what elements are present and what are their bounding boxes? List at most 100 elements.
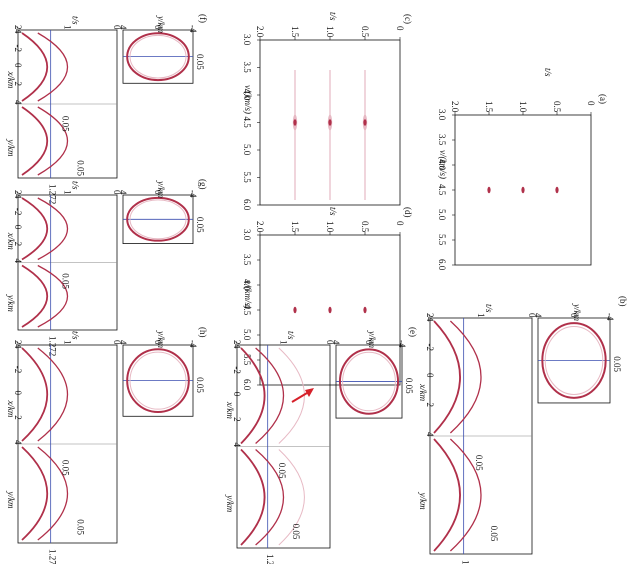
scale-1272-label: 1.272: [48, 184, 58, 204]
v-tick-label: 5.0: [242, 329, 252, 341]
gather-t-tick: 1: [63, 190, 73, 195]
gather-x-tick: 0: [13, 63, 23, 68]
hyperbola-event-2: [37, 106, 68, 176]
v-tick-label: 6.0: [437, 259, 447, 271]
scale-label: 0.05: [489, 526, 499, 542]
hyperbola-faint: [278, 347, 305, 444]
gather-y-tick: -4: [605, 313, 615, 321]
scale-label: 0.05: [75, 160, 85, 176]
gather-x-tick: -4: [13, 341, 23, 349]
velocity-panel-a-label: (a): [598, 94, 608, 104]
gather-panel-label: (e): [408, 327, 418, 337]
scale-label: 0.05: [75, 519, 85, 535]
t-tick-label: 1.5: [484, 101, 494, 113]
gather-x-tick: 4: [13, 100, 23, 105]
scale-label: 0.05: [195, 377, 205, 393]
velocity-point: [487, 186, 491, 194]
gather-panel-label: (b): [618, 296, 628, 307]
gather-x-tick: 2: [232, 417, 242, 422]
v-tick-label: 5.0: [437, 209, 447, 221]
t-tick-label: 1.5: [290, 221, 300, 233]
gather-x-axis-label: x/km: [418, 383, 428, 401]
gather-y2-axis-label: y/km: [6, 139, 16, 157]
hyperbola-event-2: [37, 264, 68, 328]
hyperbola-event-2: [37, 347, 69, 442]
hyperbola-faint: [278, 449, 305, 546]
velocity-panel-c-xlabel: t/s: [328, 12, 338, 21]
gather-t-tick: 0: [527, 313, 537, 318]
gather-x-tick: -4: [13, 26, 23, 34]
gather-y-tick: 4: [533, 313, 543, 318]
circle-event-inner: [129, 34, 187, 79]
velocity-panel-d-ylabel: v/(km/s): [243, 280, 253, 309]
v-tick-label: 3.0: [242, 229, 252, 241]
gather-t-axis-label: t/s: [70, 331, 80, 340]
gather-x-tick: 4: [425, 432, 435, 437]
gather-x-tick: 4: [13, 259, 23, 264]
gather-t-axis-label: t/s: [70, 181, 80, 190]
t-tick-label: 1.0: [518, 101, 528, 113]
scale-label: 0.05: [291, 524, 301, 540]
velocity-panel-a: (a) t/s v/(km/s) 2.0 1.5 1.0 0.5 0 3.0 3.5 4.0 4…: [437, 68, 608, 271]
scale-label: 0.05: [61, 116, 71, 132]
hyperbola-event-2: [255, 449, 285, 546]
velocity-panel-c: (c) t/s v/(km/s) 2.0 1.5 1.0 0.5 0 3.0 3.5 4.0 4…: [242, 12, 413, 211]
circle-event: [541, 322, 607, 399]
gather-x-tick: -4: [425, 314, 435, 322]
gather-x-tick: 0: [232, 392, 242, 397]
circle-event-inner: [342, 351, 396, 412]
v-tick-label: 3.0: [242, 34, 252, 46]
gather-x-tick: 2: [13, 242, 23, 247]
t-tick-label: 0: [395, 26, 405, 31]
scale-label: 0.05: [474, 455, 484, 471]
scale-label: 0.05: [195, 217, 205, 233]
hyperbola-event: [21, 106, 48, 176]
velocity-point: [293, 306, 297, 314]
scale-label: 0.05: [277, 463, 287, 479]
hyperbola-event: [21, 347, 49, 442]
t-tick-label: 2.0: [450, 101, 460, 113]
t-tick-label: 0.5: [360, 221, 370, 233]
gather-t-tick: 0: [112, 340, 122, 345]
hyperbola-event: [21, 264, 49, 328]
gather-y-tick: 0: [569, 313, 579, 318]
gather-y-tick: -4: [188, 25, 198, 33]
gather-panel-label: (f): [198, 14, 208, 23]
t-tick-label: 2.0: [255, 221, 265, 233]
gather-y-axis-label: y/km: [156, 180, 166, 198]
gather-x-axis-label: x/km: [225, 401, 235, 419]
v-tick-label: 6.0: [242, 199, 252, 211]
gather-t-axis-label: t/s: [286, 331, 296, 340]
gather-y-tick: 0: [153, 25, 163, 30]
scale-label: 0.05: [61, 460, 71, 476]
v-tick-label: 4.5: [242, 304, 252, 316]
gather-x-tick: 0: [13, 391, 23, 396]
red-arrow-icon: [291, 388, 314, 403]
t-tick-label: 2.0: [255, 26, 265, 38]
gather-y-tick: 0: [153, 340, 163, 345]
v-tick-label: 5.5: [242, 354, 252, 366]
circle-event-inner: [129, 199, 187, 240]
gather-x-axis-label: x/km: [6, 232, 16, 250]
velocity-panel-d-xlabel: t/s: [328, 207, 338, 216]
v-tick-label: 3.5: [437, 134, 447, 146]
gather-x-axis-label: x/km: [6, 399, 16, 417]
hyperbola-event: [21, 446, 49, 541]
gather-y2-axis-label: y/km: [6, 294, 16, 312]
gather-x-tick: -4: [13, 191, 23, 199]
gather-t-tick: 2: [13, 190, 23, 195]
gather-y-tick: 4: [118, 25, 128, 30]
hyperbola-event-2: [37, 32, 68, 102]
gather-t-tick: 2: [232, 340, 242, 345]
gather-y2-axis-label: y/km: [225, 494, 235, 512]
circle-event: [126, 348, 190, 414]
v-tick-label: 4.0: [242, 89, 252, 101]
velocity-point: [293, 119, 297, 126]
t-tick-label: 0: [395, 221, 405, 226]
velocity-point: [555, 186, 559, 194]
gather-y-axis-label: y/km: [156, 330, 166, 348]
hyperbola-event-2: [449, 438, 482, 552]
gather-y2-axis-label: y/km: [6, 491, 16, 509]
